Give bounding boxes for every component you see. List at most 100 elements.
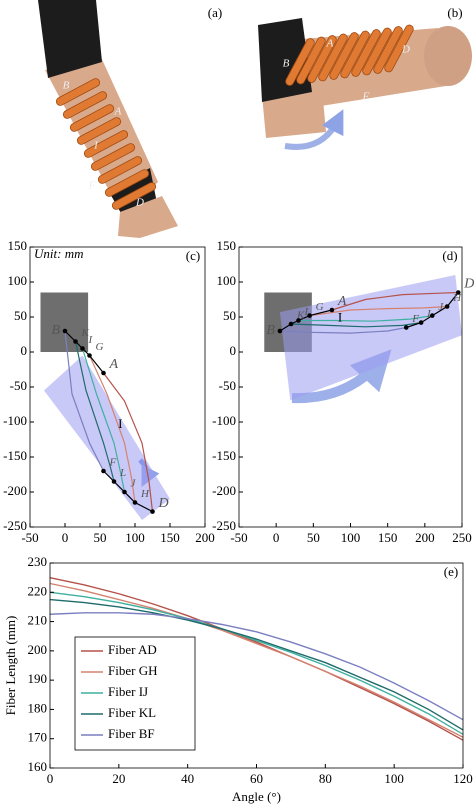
spring bbox=[111, 182, 157, 210]
point-label: G bbox=[96, 341, 104, 353]
chain-point bbox=[307, 313, 312, 318]
spring bbox=[69, 104, 115, 132]
annotation: Unit: mm bbox=[34, 246, 83, 261]
y-tick-label: -200 bbox=[3, 483, 27, 498]
chain-point bbox=[101, 468, 106, 474]
x-tick-label: 40 bbox=[181, 771, 194, 786]
y-tick-label: -50 bbox=[10, 378, 27, 393]
y-tick-label: 170 bbox=[28, 730, 48, 745]
panel-label: (e) bbox=[444, 564, 458, 579]
point-label: G bbox=[316, 301, 324, 313]
point-label: A bbox=[114, 106, 122, 118]
chain-point bbox=[277, 328, 283, 334]
y-tick-label: 190 bbox=[28, 671, 48, 686]
point-label: J bbox=[438, 301, 444, 313]
chain-point bbox=[455, 290, 461, 295]
point-label: D bbox=[463, 277, 474, 292]
region bbox=[40, 292, 89, 352]
y-tick-label: -250 bbox=[212, 518, 236, 533]
panel-label: (c) bbox=[186, 248, 200, 263]
fiber-curve bbox=[74, 341, 115, 482]
y-tick-label: 220 bbox=[28, 583, 48, 598]
y-tick-label: -250 bbox=[3, 518, 27, 533]
region bbox=[44, 355, 170, 520]
chain-point bbox=[111, 479, 117, 484]
spring bbox=[55, 78, 101, 106]
x-tick-label: 60 bbox=[250, 771, 263, 786]
y-tick-label: 150 bbox=[217, 238, 237, 253]
legend-label: Fiber IJ bbox=[108, 684, 148, 699]
sleeve bbox=[38, 0, 102, 78]
point-label: F bbox=[362, 91, 370, 103]
chain-point bbox=[62, 328, 68, 334]
spring bbox=[97, 156, 143, 184]
panel-label: (b) bbox=[447, 5, 462, 20]
x-tick-label: 120 bbox=[453, 771, 473, 786]
y-tick-label: 230 bbox=[28, 554, 48, 569]
point-label: H bbox=[140, 488, 150, 500]
chain-point bbox=[444, 304, 450, 309]
series-line bbox=[49, 591, 464, 735]
chain-point bbox=[87, 353, 92, 358]
y-tick-label: -150 bbox=[3, 448, 27, 463]
chain-point bbox=[429, 313, 435, 318]
point-label: A bbox=[109, 357, 119, 372]
chain-point bbox=[288, 321, 294, 327]
point-label: B bbox=[283, 58, 290, 70]
spring bbox=[62, 91, 108, 119]
legend-label: Fiber AD bbox=[108, 642, 157, 657]
fiber-curve bbox=[279, 326, 407, 334]
y-tick-label: -150 bbox=[212, 448, 236, 463]
point-label: K bbox=[296, 310, 305, 322]
x-tick-label: 150 bbox=[378, 530, 398, 545]
x-axis-label: Angle (°) bbox=[232, 789, 281, 804]
x-tick-label: 100 bbox=[384, 771, 404, 786]
chain-point bbox=[80, 346, 85, 351]
y-tick-label: -100 bbox=[212, 413, 236, 428]
spring bbox=[373, 26, 403, 74]
spring bbox=[285, 38, 315, 86]
spring bbox=[104, 169, 150, 197]
point-label: B bbox=[266, 323, 275, 338]
x-tick-label: 50 bbox=[307, 530, 320, 545]
point-label: D bbox=[135, 197, 144, 209]
photo-b bbox=[258, 18, 472, 150]
legend-label: Fiber GH bbox=[108, 663, 157, 678]
fiber-curve bbox=[103, 372, 154, 512]
x-tick-label: 0 bbox=[62, 530, 69, 545]
chain-point bbox=[150, 509, 155, 514]
chain-point bbox=[132, 500, 138, 505]
panel-label: (a) bbox=[208, 5, 222, 20]
x-tick-label: 150 bbox=[160, 530, 180, 545]
x-tick-label: 100 bbox=[341, 530, 361, 545]
spring bbox=[384, 24, 414, 73]
hand bbox=[118, 196, 178, 238]
y-tick-label: 0 bbox=[230, 343, 237, 358]
x-tick-label: 250 bbox=[452, 530, 472, 545]
x-tick-label: 200 bbox=[415, 530, 435, 545]
arrow bbox=[291, 349, 392, 404]
x-tick-label: 0 bbox=[47, 771, 54, 786]
fiber-curve bbox=[291, 322, 422, 328]
chain-point bbox=[296, 318, 301, 323]
chain-point bbox=[101, 370, 106, 376]
point-label: F bbox=[109, 457, 117, 469]
point-label: F bbox=[88, 180, 96, 192]
fiber-curve bbox=[309, 305, 448, 317]
spring bbox=[83, 130, 129, 158]
springs bbox=[55, 78, 157, 210]
point-label: B bbox=[63, 80, 70, 92]
point-label: D bbox=[401, 44, 410, 56]
spring bbox=[318, 33, 348, 82]
y-tick-label: -200 bbox=[212, 483, 236, 498]
point-label: H bbox=[452, 292, 462, 304]
series-line bbox=[49, 576, 464, 741]
point-label: A bbox=[326, 38, 334, 50]
chain-point bbox=[122, 489, 127, 495]
y-tick-label: 50 bbox=[223, 308, 236, 323]
chain-point bbox=[403, 325, 409, 330]
series-line bbox=[49, 582, 464, 738]
fiber-curve bbox=[88, 355, 136, 503]
